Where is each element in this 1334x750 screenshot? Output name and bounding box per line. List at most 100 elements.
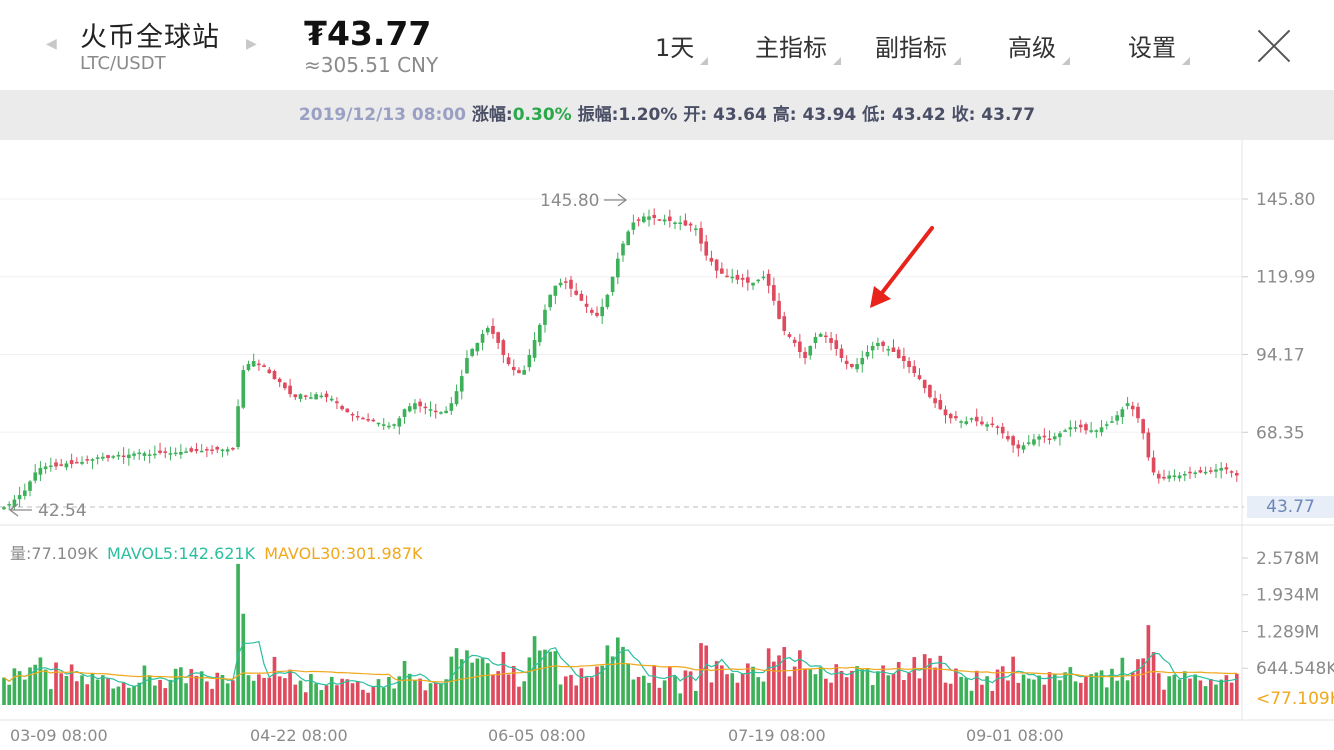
candle-body xyxy=(1120,409,1125,418)
candle-body xyxy=(777,300,781,319)
close-icon[interactable] xyxy=(1255,27,1293,65)
volume-bar xyxy=(964,678,969,705)
menu-main-indicator[interactable]: 主指标 xyxy=(755,28,841,65)
candle-body xyxy=(418,401,422,407)
candle-body xyxy=(366,419,370,421)
volume-bar xyxy=(922,654,927,705)
candle-body xyxy=(1177,475,1182,479)
candle-body xyxy=(475,342,480,352)
candle-body xyxy=(600,306,605,317)
candle-body xyxy=(90,459,95,461)
candle-body xyxy=(345,408,350,413)
volume-bar xyxy=(1198,680,1203,705)
candle-body xyxy=(48,465,53,468)
candle-body xyxy=(329,398,334,401)
volume-legend: 量:77.109K MAVOL5:142.621K MAVOL30:301.98… xyxy=(10,540,423,564)
candle-body xyxy=(121,455,126,458)
candle-body xyxy=(751,282,755,286)
candle-body xyxy=(355,415,360,418)
volume-bar xyxy=(1032,679,1036,705)
candle-body xyxy=(1016,444,1021,449)
volume-bar xyxy=(90,673,95,705)
volume-bar xyxy=(1188,678,1192,705)
candle-body xyxy=(163,451,168,453)
volume-bar xyxy=(433,683,438,705)
menu-interval[interactable]: 1天 xyxy=(655,28,709,65)
menu-interval-label: 1天 xyxy=(655,34,695,62)
candle-body xyxy=(673,222,677,224)
candle-body xyxy=(314,394,318,400)
kline-chart[interactable]: 145.80 119.99 94.17 68.35 2.578M 1.934M 1.289M… xyxy=(0,140,1334,750)
volume-bar xyxy=(1208,678,1213,705)
candle-body xyxy=(948,413,953,419)
candle-body xyxy=(610,276,615,293)
current-price-tag: 43.77 xyxy=(1247,496,1334,518)
candle-body xyxy=(803,351,807,359)
candle-body xyxy=(1115,415,1119,421)
volume-bar xyxy=(1073,681,1078,705)
menu-sub-indicator[interactable]: 副指标 xyxy=(875,28,961,65)
candle-body xyxy=(1203,471,1208,474)
candle-body xyxy=(283,382,287,389)
candle-body xyxy=(1219,467,1224,471)
volume-bar xyxy=(579,668,584,705)
volume-bar xyxy=(537,650,542,705)
volume-bar xyxy=(298,680,303,705)
volume-bar xyxy=(1130,672,1135,705)
volume-bar xyxy=(1125,680,1130,705)
volume-bar xyxy=(454,648,459,705)
dropdown-triangle-icon xyxy=(953,57,961,65)
volume-bar xyxy=(231,680,235,705)
price-axis-label: 145.80 xyxy=(1256,190,1315,210)
volume-bar xyxy=(345,679,350,705)
candle-body xyxy=(298,394,303,399)
time-axis-label: 03-09 08:00 xyxy=(10,726,108,745)
volume-bar xyxy=(621,646,625,705)
volume-bar xyxy=(1141,658,1145,705)
candle-body xyxy=(381,424,386,426)
volume-bar xyxy=(855,666,859,705)
candle-body xyxy=(22,490,27,496)
candle-body xyxy=(423,406,428,409)
volume-bar xyxy=(657,687,662,705)
chart-area[interactable]: 145.80 119.99 94.17 68.35 2.578M 1.934M 1.289M… xyxy=(0,140,1334,750)
candlestick-series xyxy=(2,208,1239,510)
candle-body xyxy=(1234,473,1239,476)
volume-bar xyxy=(527,657,532,705)
volume-bar xyxy=(683,670,688,705)
volume-bar xyxy=(1047,672,1052,705)
volume-bar xyxy=(491,674,495,705)
candle-body xyxy=(293,394,298,398)
menu-advanced[interactable]: 高级 xyxy=(1008,28,1070,65)
candle-body xyxy=(407,406,412,412)
volume-bar xyxy=(267,677,272,705)
candle-body xyxy=(267,369,272,374)
volume-bar xyxy=(366,692,370,705)
volume-bar xyxy=(943,682,948,705)
candle-body xyxy=(1188,471,1192,474)
volume-bar xyxy=(652,666,657,705)
volume-bar xyxy=(896,662,901,705)
volume-bar xyxy=(1078,682,1083,705)
volume-bar xyxy=(517,686,521,705)
candle-body xyxy=(1037,436,1041,440)
candle-body xyxy=(589,309,594,313)
candle-body xyxy=(387,425,391,428)
candle-body xyxy=(465,358,469,374)
candle-body xyxy=(839,348,844,359)
volume-bar xyxy=(33,664,38,705)
candle-body xyxy=(652,214,657,218)
candle-body xyxy=(974,416,979,422)
menu-settings[interactable]: 设置 xyxy=(1128,28,1190,65)
prev-market-icon[interactable]: ◀ xyxy=(46,36,57,52)
volume-bar xyxy=(54,662,58,705)
candle-body xyxy=(485,327,490,333)
next-market-icon[interactable]: ▶ xyxy=(246,36,257,52)
candle-body xyxy=(792,339,797,343)
volume-bar xyxy=(709,682,714,705)
candle-body xyxy=(491,326,495,334)
volume-series xyxy=(2,563,1239,705)
volume-current-label: <77.109K xyxy=(1256,689,1334,709)
volume-bar xyxy=(647,682,651,705)
volume-bar xyxy=(511,665,516,705)
